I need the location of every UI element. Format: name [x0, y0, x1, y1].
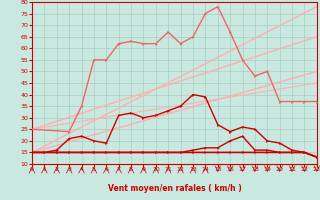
X-axis label: Vent moyen/en rafales ( km/h ): Vent moyen/en rafales ( km/h ) — [108, 184, 241, 193]
